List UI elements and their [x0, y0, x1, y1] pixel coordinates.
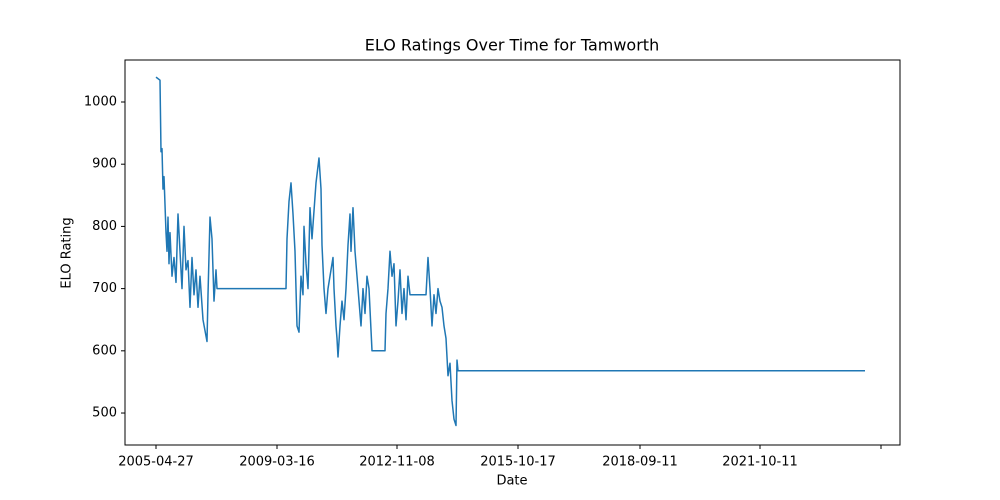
y-tick-label: 500 — [92, 406, 117, 421]
x-axis-label: Date — [496, 474, 527, 489]
y-tick-label: 900 — [92, 157, 117, 172]
x-tick-label: 2021-10-11 — [722, 455, 798, 470]
plot-area — [155, 76, 865, 427]
x-tick-label: 2015-10-17 — [480, 455, 556, 470]
y-tick-label: 700 — [92, 281, 117, 296]
y-tick-label: 800 — [92, 219, 117, 234]
chart-title: ELO Ratings Over Time for Tamworth — [365, 36, 659, 55]
x-tick-label: 2005-04-27 — [118, 455, 194, 470]
line-series — [155, 76, 865, 427]
x-tick-label: 2012-11-08 — [359, 455, 435, 470]
axes-frame — [124, 59, 901, 446]
y-tick-label: 600 — [92, 343, 117, 358]
y-tick-label: 1000 — [84, 94, 117, 109]
y-axis-label: ELO Rating — [60, 217, 75, 288]
x-tick-label: 2018-09-11 — [602, 455, 678, 470]
x-tick-label: 2009-03-16 — [239, 455, 315, 470]
